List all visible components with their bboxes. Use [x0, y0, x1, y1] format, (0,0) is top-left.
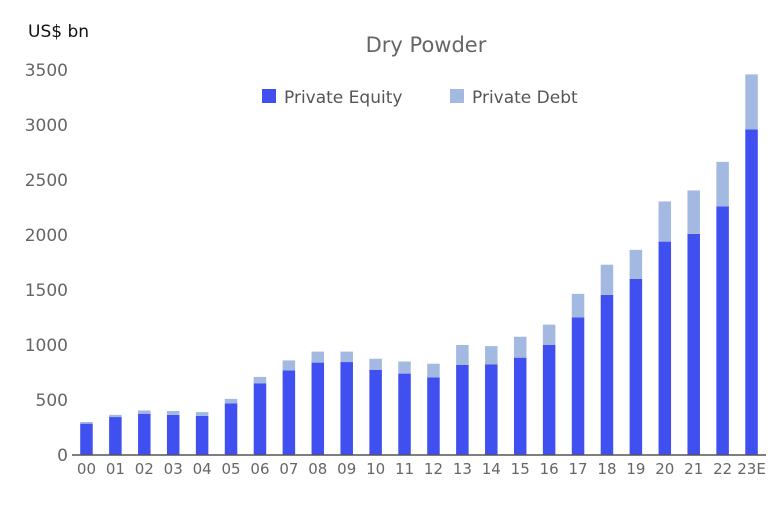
legend-label-private-debt: Private Debt	[472, 88, 578, 108]
bar-private-equity-05	[224, 403, 238, 455]
bar-private-debt-02	[138, 410, 151, 414]
x-tick-label: 00	[77, 460, 96, 478]
bar-private-debt-15	[513, 336, 527, 358]
y-tick-label: 3000	[25, 116, 68, 136]
bar-private-debt-03	[166, 411, 180, 415]
bar-private-equity-13	[456, 364, 469, 455]
bar-private-equity-15	[513, 357, 527, 455]
y-axis-unit-label: US$ bn	[28, 22, 90, 42]
bar-private-debt-17	[571, 293, 585, 318]
x-tick-label: 18	[597, 460, 616, 478]
x-tick-label: 22	[713, 460, 732, 478]
y-tick-label: 3500	[25, 61, 68, 81]
x-tick-label: 11	[395, 460, 414, 478]
bar-private-debt-06	[253, 376, 267, 384]
bar-private-equity-10	[369, 369, 382, 455]
bar-private-equity-08	[311, 362, 325, 455]
legend-label-private-equity: Private Equity	[284, 88, 402, 108]
bar-private-equity-11	[398, 373, 411, 455]
y-axis-ticks: 0 500 1000 1500 2000 2500 3000 3500	[25, 61, 68, 466]
bar-private-debt-14	[485, 346, 498, 365]
y-tick-label: 500	[36, 391, 68, 411]
bar-private-debt-09	[340, 351, 353, 363]
bar-private-equity-23E	[745, 129, 758, 455]
bar-private-debt-22	[716, 161, 729, 207]
x-tick-label: 05	[221, 460, 240, 478]
x-tick-label: 12	[424, 460, 443, 478]
bar-private-debt-08	[311, 351, 325, 363]
legend: Private Equity Private Debt	[262, 88, 578, 108]
bar-private-debt-12	[427, 363, 440, 378]
bar-private-equity-18	[600, 294, 614, 455]
bar-private-debt-13	[456, 345, 469, 365]
bar-private-debt-04	[195, 412, 209, 416]
bar-private-equity-14	[485, 364, 498, 455]
bar-private-equity-04	[195, 415, 209, 455]
x-tick-label: 09	[337, 460, 356, 478]
legend-swatch-private-debt	[450, 89, 464, 103]
y-tick-label: 1000	[25, 336, 68, 356]
bar-private-debt-19	[629, 249, 643, 279]
x-tick-label: 13	[453, 460, 472, 478]
x-tick-label: 19	[626, 460, 645, 478]
legend-swatch-private-equity	[262, 89, 276, 103]
x-tick-label: 02	[135, 460, 154, 478]
bar-private-debt-00	[80, 422, 93, 424]
x-tick-label: 07	[279, 460, 298, 478]
bar-private-debt-16	[542, 324, 556, 345]
x-tick-label: 21	[684, 460, 703, 478]
x-tick-label: 01	[106, 460, 125, 478]
bar-private-equity-22	[716, 206, 729, 455]
bar-private-equity-03	[166, 414, 180, 455]
bar-private-debt-05	[224, 398, 238, 404]
x-tick-label: 15	[511, 460, 530, 478]
bar-private-equity-07	[282, 370, 296, 455]
bar-private-debt-21	[687, 190, 700, 234]
bar-private-equity-02	[138, 413, 151, 455]
y-tick-label: 2000	[25, 226, 68, 246]
bar-private-debt-23E	[745, 74, 758, 130]
bar-private-equity-17	[571, 317, 585, 455]
bar-private-debt-18	[600, 264, 614, 295]
bar-private-debt-07	[282, 360, 296, 371]
x-tick-label: 14	[482, 460, 501, 478]
bar-private-debt-10	[369, 358, 382, 370]
x-tick-label: 23E	[737, 460, 766, 478]
bars	[80, 74, 758, 455]
bar-private-equity-06	[253, 383, 267, 455]
bar-private-debt-01	[109, 414, 122, 418]
bar-private-equity-12	[427, 377, 440, 455]
x-axis-ticks: 00 01 02 03 04 05 06 07 08 09 10 11 12 13 14 15 16 17 18 19…	[77, 460, 766, 478]
bar-private-equity-00	[80, 423, 93, 455]
bar-private-equity-16	[542, 345, 556, 455]
bar-private-equity-09	[340, 362, 353, 455]
x-tick-label: 04	[193, 460, 212, 478]
bar-private-equity-01	[109, 417, 122, 455]
x-tick-label: 10	[366, 460, 385, 478]
x-tick-label: 08	[308, 460, 327, 478]
x-tick-label: 03	[164, 460, 183, 478]
y-tick-label: 0	[57, 446, 68, 466]
bar-private-debt-11	[398, 361, 411, 374]
y-tick-label: 2500	[25, 171, 68, 191]
bar-private-debt-20	[658, 201, 672, 242]
x-tick-label: 17	[568, 460, 587, 478]
x-tick-label: 06	[250, 460, 269, 478]
y-tick-label: 1500	[25, 281, 68, 301]
bar-private-equity-20	[658, 241, 672, 455]
chart-title: Dry Powder	[366, 33, 487, 57]
bar-private-equity-21	[687, 233, 700, 455]
bar-private-equity-19	[629, 279, 643, 455]
x-tick-label: 16	[540, 460, 559, 478]
x-tick-label: 20	[655, 460, 674, 478]
